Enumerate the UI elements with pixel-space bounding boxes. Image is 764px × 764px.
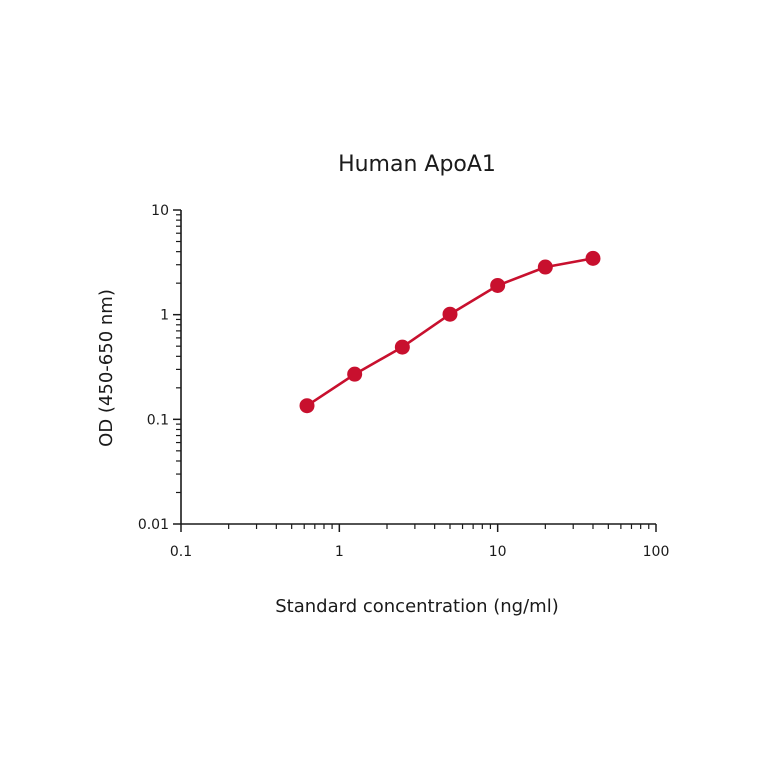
- x-tick-label: 10: [489, 544, 507, 560]
- y-tick-label: 1: [160, 308, 169, 324]
- y-tick-label: 10: [151, 203, 169, 219]
- x-tick-label: 100: [643, 544, 670, 560]
- y-tick-label: 0.01: [138, 517, 169, 533]
- y-tick-label: 0.1: [147, 412, 169, 428]
- axes: [180, 210, 656, 525]
- chart-title: Human ApoA1: [338, 152, 496, 177]
- data-point: [347, 366, 363, 382]
- data-point: [394, 339, 410, 355]
- x-tick-label: 1: [335, 544, 344, 560]
- x-tick-label: 0.1: [170, 544, 192, 560]
- data-point: [299, 398, 315, 414]
- data-point: [442, 306, 458, 322]
- series-line: [306, 257, 594, 407]
- ticks: [173, 209, 657, 532]
- series: [299, 250, 601, 414]
- data-point: [537, 259, 553, 275]
- data-point: [490, 277, 506, 293]
- data-point: [585, 250, 601, 266]
- x-axis-label: Standard concentration (ng/ml): [275, 596, 558, 617]
- y-axis-label: OD (450-650 nm): [96, 289, 117, 447]
